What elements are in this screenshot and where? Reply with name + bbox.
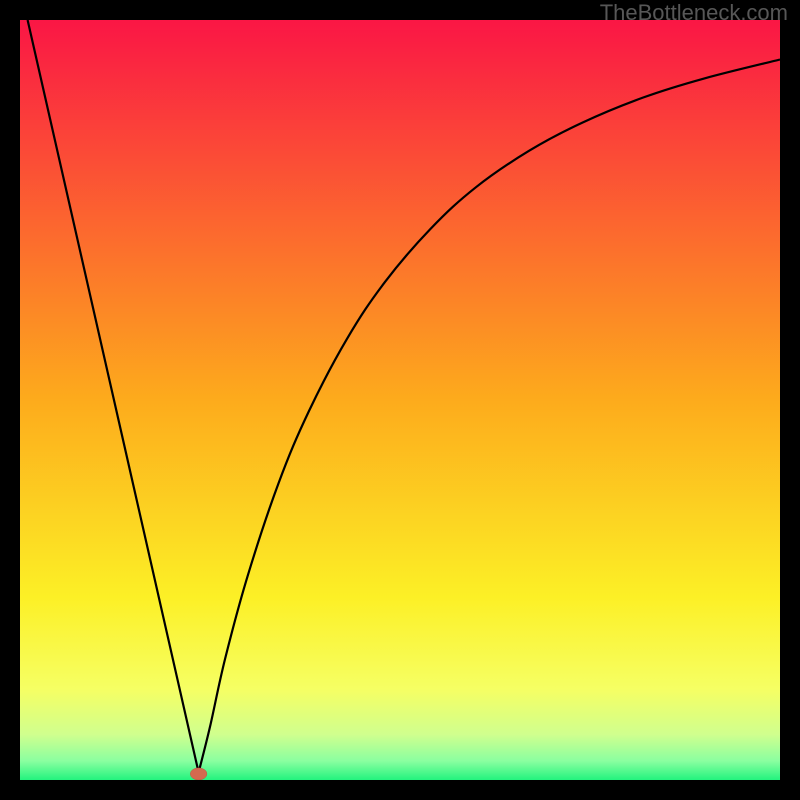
chart-container: TheBottleneck.com (0, 0, 800, 800)
plot-area (20, 20, 780, 780)
watermark-text: TheBottleneck.com (600, 0, 788, 26)
